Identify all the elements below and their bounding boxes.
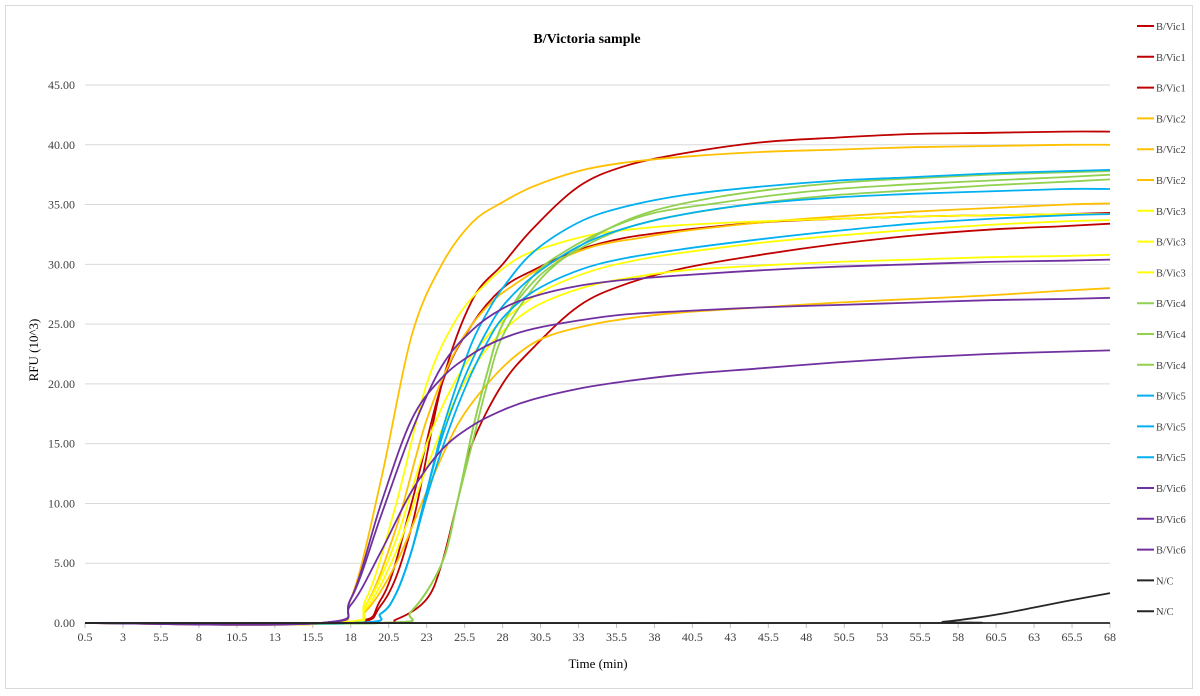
x-tick-label: 18	[345, 630, 357, 644]
x-tick-label: 13	[269, 630, 281, 644]
series-line	[84, 287, 1111, 625]
y-tick-label: 10.00	[48, 496, 75, 510]
legend-label: B/Vic2	[1156, 114, 1186, 125]
y-tick-label: 25.00	[48, 317, 75, 331]
x-tick-label: 10.5	[226, 630, 247, 644]
legend-label: B/Vic6	[1156, 546, 1186, 557]
y-tick-label: 15.00	[48, 437, 75, 451]
x-tick-label: 68	[1104, 630, 1116, 644]
series-lines	[84, 130, 1111, 626]
y-axis-ticks: 0.00 5.00 10.00 15.00 20.00 25.00 30.00 35.00 40…	[48, 78, 75, 630]
y-tick-label: 35.00	[48, 198, 75, 212]
series-line	[84, 222, 1111, 625]
legend-label: B/Vic6	[1156, 515, 1186, 526]
series-line	[84, 219, 1111, 626]
x-tick-label: 63	[1028, 630, 1040, 644]
legend-label: B/Vic3	[1156, 238, 1186, 249]
x-tick-label: 48	[800, 630, 812, 644]
x-tick-label: 23	[421, 630, 433, 644]
x-tick-label: 38	[648, 630, 660, 644]
series-line	[84, 296, 1111, 626]
x-tick-label: 28	[497, 630, 509, 644]
series-line	[84, 258, 1111, 626]
legend-label: B/Vic4	[1156, 361, 1186, 372]
legend-label: B/Vic4	[1156, 299, 1186, 310]
legend-label: N/C	[1156, 576, 1174, 587]
x-tick-label: 55.5	[910, 630, 931, 644]
series-line	[84, 173, 1111, 625]
series-line	[84, 253, 1111, 625]
x-tick-label: 43	[724, 630, 736, 644]
x-tick-label: 35.5	[606, 630, 627, 644]
x-tick-label: 33	[573, 630, 585, 644]
x-tick-label: 53	[876, 630, 888, 644]
y-tick-label: 20.00	[48, 377, 75, 391]
legend-label: B/Vic1	[1156, 22, 1186, 33]
chart-frame	[5, 5, 1193, 689]
y-tick-label: 5.00	[54, 556, 75, 570]
series-line	[84, 213, 1111, 625]
x-axis-ticks: 0.5 3 5.5 8 10.5 13 15.5 18 20.5 23 25.5 28 30.5 33 35…	[78, 623, 1116, 644]
x-tick-label: 20.5	[378, 630, 399, 644]
legend-label: B/Vic3	[1156, 268, 1186, 279]
series-line	[84, 130, 1111, 626]
x-tick-label: 25.5	[454, 630, 475, 644]
x-tick-label: 30.5	[530, 630, 551, 644]
legend-label: B/Vic2	[1156, 176, 1186, 187]
x-tick-label: 58	[952, 630, 964, 644]
legend-label: B/Vic1	[1156, 53, 1186, 64]
chart-title: B/Victoria sample	[533, 32, 640, 47]
x-tick-label: 65.5	[1062, 630, 1083, 644]
y-axis-label: RFU (10^3)	[26, 319, 41, 382]
x-axis-label: Time (min)	[568, 656, 627, 671]
x-tick-label: 60.5	[986, 630, 1007, 644]
y-tick-label: 40.00	[48, 138, 75, 152]
legend-label: B/Vic3	[1156, 207, 1186, 218]
y-tick-label: 30.00	[48, 257, 75, 271]
x-tick-label: 15.5	[302, 630, 323, 644]
x-tick-label: 50.5	[834, 630, 855, 644]
series-line	[84, 592, 1111, 624]
x-tick-label: 40.5	[682, 630, 703, 644]
legend-label: B/Vic1	[1156, 84, 1186, 95]
series-line	[84, 170, 1111, 625]
legend-label: B/Vic5	[1156, 392, 1186, 403]
gridlines	[85, 84, 1110, 624]
legend-label: B/Vic6	[1156, 484, 1186, 495]
y-tick-label: 45.00	[48, 78, 75, 92]
legend: B/Vic1 B/Vic1 B/Vic1 B/Vic2 B/Vic2 B/Vic2 B/Vi…	[1137, 22, 1186, 618]
x-tick-label: 5.5	[153, 630, 168, 644]
series-line	[84, 202, 1111, 626]
x-tick-label: 45.5	[758, 630, 779, 644]
series-line	[84, 349, 1111, 626]
x-tick-label: 3	[120, 630, 126, 644]
legend-label: B/Vic5	[1156, 422, 1186, 433]
y-tick-label: 0.00	[54, 616, 75, 630]
series-line	[84, 187, 1111, 625]
legend-label: B/Vic2	[1156, 145, 1186, 156]
legend-label: B/Vic4	[1156, 330, 1186, 341]
series-line	[84, 213, 1111, 626]
x-tick-label: 8	[196, 630, 202, 644]
x-tick-label: 0.5	[78, 630, 93, 644]
legend-label: N/C	[1156, 607, 1174, 618]
legend-label: B/Vic5	[1156, 453, 1186, 464]
